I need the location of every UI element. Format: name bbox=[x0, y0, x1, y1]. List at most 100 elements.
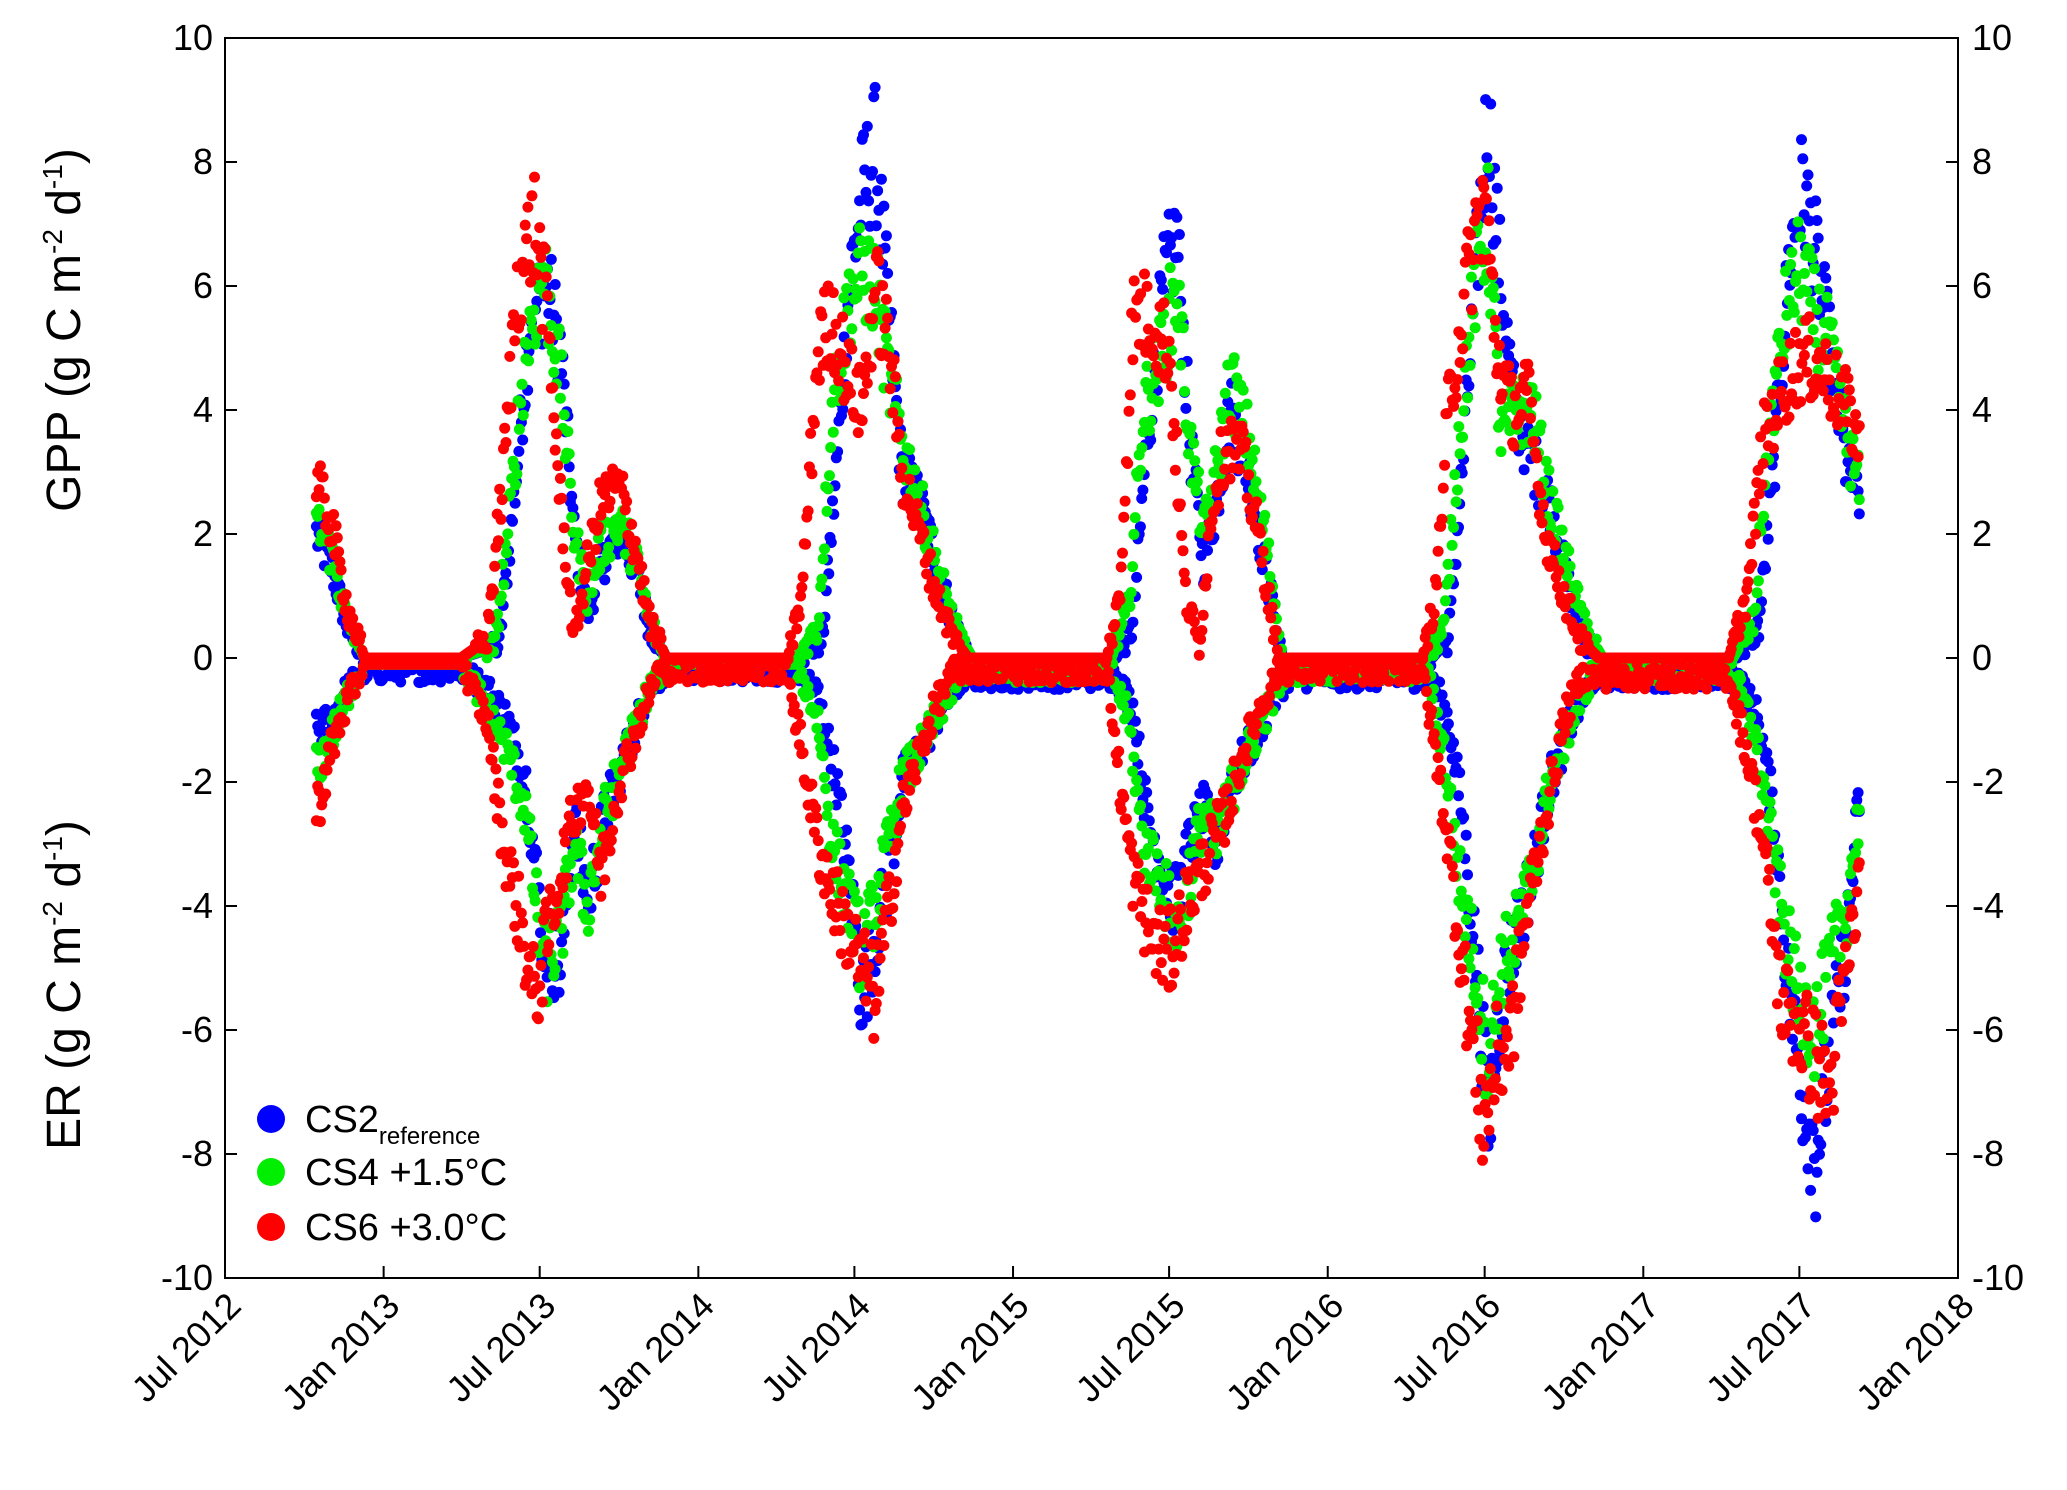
cs4-gpp-point bbox=[504, 487, 516, 499]
cs2-gpp-point bbox=[1762, 533, 1774, 545]
cs4-er-point bbox=[1735, 673, 1747, 685]
cs4-gpp-point bbox=[1249, 444, 1261, 456]
cs2-gpp-point bbox=[870, 220, 882, 232]
cs6-gpp-point bbox=[573, 612, 585, 624]
cs4-er-point bbox=[1774, 860, 1786, 872]
cs2-er-point bbox=[1127, 697, 1139, 709]
cs2-gpp-point bbox=[872, 185, 884, 197]
cs4-er-point bbox=[1454, 845, 1466, 857]
cs4-gpp-point bbox=[1241, 398, 1253, 410]
cs6-gpp-point bbox=[544, 333, 556, 345]
cs4-gpp-point bbox=[513, 423, 525, 435]
cs2-er-point bbox=[1799, 1131, 1811, 1143]
cs4-gpp-point bbox=[603, 541, 615, 553]
cs4-er-point bbox=[1160, 858, 1172, 869]
cs2-gpp-point bbox=[1501, 317, 1513, 328]
cs4-gpp-point bbox=[586, 587, 598, 599]
cs6-gpp-point bbox=[484, 613, 496, 625]
cs2-gpp-point bbox=[1819, 261, 1830, 273]
cs4-er-point bbox=[820, 783, 832, 795]
cs4-gpp-point bbox=[1747, 626, 1759, 638]
cs2-er-point bbox=[1787, 1033, 1798, 1045]
cs4-gpp-point bbox=[1179, 386, 1191, 397]
cs2-er-point bbox=[1451, 751, 1463, 763]
cs2-gpp-point bbox=[1134, 521, 1146, 533]
cs4-er-point bbox=[1250, 744, 1262, 756]
cs4-gpp-point bbox=[554, 392, 566, 404]
cs2-er-point bbox=[1807, 1125, 1819, 1136]
cs4-gpp-point bbox=[816, 573, 828, 585]
cs2-gpp-point bbox=[1810, 195, 1822, 207]
cs2-gpp-point bbox=[860, 186, 872, 198]
cs4-gpp-point bbox=[1144, 425, 1155, 436]
cs4-er-point bbox=[1445, 782, 1457, 794]
cs2-er-point bbox=[535, 927, 546, 939]
cs6-gpp-point bbox=[577, 598, 589, 610]
cs2-er-point bbox=[499, 698, 511, 710]
cs4-gpp-point bbox=[838, 292, 850, 304]
cs4-er-point bbox=[1817, 1033, 1829, 1045]
cs4-gpp-point bbox=[825, 442, 837, 453]
cs6-gpp-point bbox=[526, 190, 538, 202]
cs6-gpp-point bbox=[554, 472, 566, 484]
cs4-gpp-point bbox=[1173, 279, 1185, 291]
cs4-gpp-point bbox=[1155, 317, 1167, 329]
cs2-er-point bbox=[1448, 737, 1459, 749]
cs4-er-point bbox=[494, 716, 506, 728]
cs4-gpp-point bbox=[1188, 437, 1200, 449]
cs4-gpp-point bbox=[1788, 306, 1800, 318]
cs6-gpp-point bbox=[551, 428, 562, 440]
cs4-er-point bbox=[563, 897, 575, 909]
cs2-gpp-point bbox=[1145, 434, 1157, 446]
cs4-gpp-point bbox=[1579, 608, 1591, 619]
cs2-gpp-point bbox=[1486, 202, 1498, 214]
cs4-er-point bbox=[1834, 951, 1846, 963]
cs4-gpp-point bbox=[1752, 575, 1764, 587]
cs2-gpp-point bbox=[1797, 153, 1809, 165]
cs4-gpp-point bbox=[604, 551, 616, 563]
cs4-er-point bbox=[584, 914, 596, 926]
cs4-gpp-point bbox=[1462, 392, 1474, 404]
cs2-er-point bbox=[553, 986, 565, 998]
cs4-gpp-point bbox=[1847, 433, 1859, 445]
cs6-gpp-point bbox=[519, 219, 531, 231]
cs2-gpp-point bbox=[1494, 213, 1506, 225]
cs4-gpp-point bbox=[1798, 268, 1810, 279]
cs6-gpp-point bbox=[317, 471, 329, 483]
cs4-gpp-point bbox=[1136, 442, 1148, 454]
cs4-er-point bbox=[843, 868, 855, 880]
cs4-gpp-point bbox=[802, 648, 814, 660]
cs2-er-point bbox=[1765, 765, 1777, 777]
cs2-er-point bbox=[843, 855, 855, 867]
cs4-gpp-point bbox=[1853, 494, 1865, 506]
cs2-er-point bbox=[861, 1011, 873, 1023]
cs6-gpp-point bbox=[564, 586, 576, 598]
cs4-er-point bbox=[1751, 744, 1763, 756]
cs2-gpp-point bbox=[1491, 182, 1503, 194]
cs4-gpp-point bbox=[1176, 311, 1188, 323]
cs4-er-point bbox=[506, 769, 518, 781]
cs4-er-point bbox=[1476, 1053, 1488, 1065]
cs2-gpp-point bbox=[1155, 274, 1167, 286]
cs4-gpp-point bbox=[1440, 595, 1451, 607]
cs4-er-point bbox=[1472, 993, 1484, 1004]
cs4-er-point bbox=[1465, 902, 1477, 914]
cs4-gpp-point bbox=[566, 511, 578, 523]
cs2-gpp-point bbox=[1824, 301, 1835, 313]
cs4-er-point bbox=[813, 732, 825, 744]
cs6-gpp-point bbox=[504, 350, 516, 362]
cs4-er-point bbox=[852, 895, 864, 907]
cs4-er-point bbox=[1469, 982, 1481, 994]
cs4-er-point bbox=[834, 838, 846, 850]
cs6-gpp-point bbox=[494, 483, 506, 495]
cs2-er-point bbox=[1852, 787, 1864, 799]
cs4-gpp-point bbox=[1193, 466, 1205, 478]
cs4-gpp-point bbox=[1189, 455, 1201, 467]
cs4-gpp-point bbox=[851, 292, 863, 303]
cs4-gpp-point bbox=[1444, 573, 1455, 585]
cs4-er-point bbox=[581, 896, 593, 908]
cs4-er-point bbox=[1131, 774, 1143, 786]
cs4-er-point bbox=[529, 895, 541, 907]
cs4-gpp-point bbox=[1127, 561, 1139, 573]
cs2-er-point bbox=[395, 676, 407, 688]
